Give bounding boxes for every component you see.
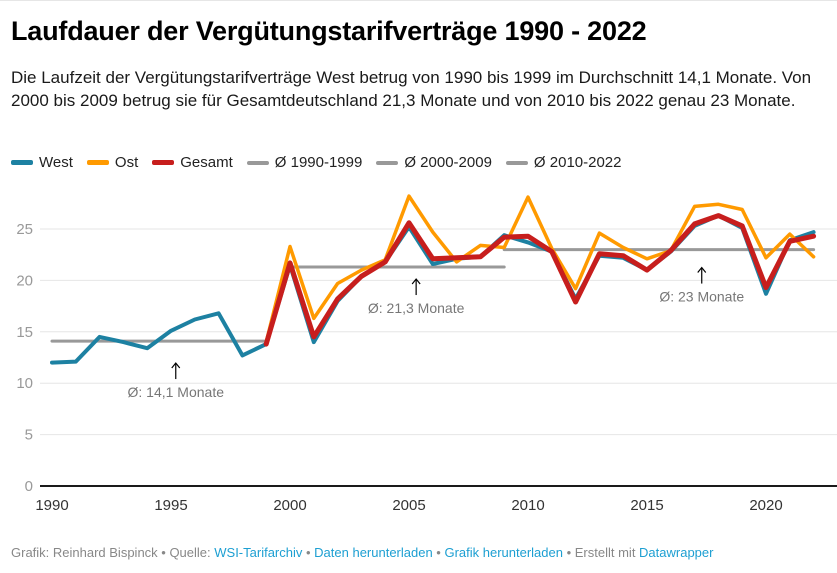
- annotation-arrowhead: [411, 278, 421, 285]
- legend-swatch-ost: [86, 160, 109, 165]
- y-tick-label: 5: [25, 427, 33, 444]
- y-tick-label: 25: [16, 221, 33, 238]
- legend-swatch-avg-2000-2009: [376, 160, 399, 165]
- y-tick-label: 15: [16, 324, 33, 341]
- download-chart-link[interactable]: Grafik herunterladen: [444, 545, 563, 560]
- x-tick-label: 2015: [630, 497, 663, 514]
- legend-swatch-west: [11, 160, 33, 165]
- footer-credit: Grafik: Reinhard Bispinck • Quelle:: [11, 545, 215, 560]
- x-tick-label: 2010: [511, 497, 544, 514]
- download-data-link[interactable]: Daten herunterladen: [314, 545, 433, 560]
- legend-label-west: West: [39, 154, 73, 171]
- legend-label-gesamt: Gesamt: [180, 154, 233, 171]
- x-tick-label: 2000: [273, 497, 306, 514]
- legend-item-gesamt: Gesamt: [152, 154, 233, 171]
- annotation-label: Ø: 23 Monate: [659, 289, 744, 305]
- footer-separator: •: [302, 545, 315, 560]
- legend-item-west: West: [11, 154, 73, 171]
- y-tick-label: 0: [25, 478, 33, 495]
- footer-made-with: • Erstellt mit: [562, 545, 640, 560]
- legend-item-avg-2010-2022: Ø 2010-2022: [505, 154, 622, 171]
- series-line-ost: [264, 194, 816, 344]
- annotation-arrowhead: [171, 362, 181, 369]
- legend-item-avg-1990-1999: Ø 1990-1999: [246, 154, 363, 171]
- legend-label-avg-2010-2022: Ø 2010-2022: [533, 154, 622, 171]
- legend-label-avg-2000-2009: Ø 2000-2009: [404, 154, 492, 171]
- chart-title: Laufdauer der Vergütungstarifverträge 19…: [11, 16, 647, 46]
- legend: West Ost Gesamt Ø 1990-1999 Ø 2000-2009 …: [11, 154, 636, 171]
- legend-label-avg-1990-1999: Ø 1990-1999: [274, 154, 363, 171]
- legend-swatch-avg-2010-2022: [505, 160, 528, 165]
- legend-swatch-gesamt: [152, 160, 175, 165]
- line-chart: Ø: 14,1 Monate Ø: 21,3 Monate Ø: 23 Monate…: [16, 194, 837, 514]
- footer-separator: •: [432, 545, 445, 560]
- series-line-gesamt: [263, 213, 817, 347]
- annotations: Ø: 14,1 Monate Ø: 21,3 Monate Ø: 23 Monate: [128, 266, 744, 400]
- x-tick-label: 1995: [154, 497, 187, 514]
- legend-item-avg-2000-2009: Ø 2000-2009: [376, 154, 492, 171]
- legend-item-ost: Ost: [86, 154, 139, 171]
- y-tick-label: 20: [16, 272, 33, 289]
- annotation-arrowhead: [697, 266, 707, 273]
- axes: 0 5 10 15 20 25 1990 1995 2000 2005 2010 2015 2020: [16, 221, 837, 514]
- annotation-label: Ø: 14,1 Monate: [128, 384, 225, 400]
- datawrapper-link[interactable]: Datawrapper: [639, 545, 714, 560]
- legend-swatch-avg-1990-1999: [246, 160, 269, 165]
- footer: Grafik: Reinhard Bispinck • Quelle: WSI-…: [11, 545, 713, 560]
- annotation-label: Ø: 21,3 Monate: [368, 300, 465, 316]
- series-lines: [50, 194, 817, 365]
- source-link[interactable]: WSI-Tarifarchiv: [214, 545, 303, 560]
- chart-subtitle: Die Laufzeit der Vergütungstarifverträge…: [11, 68, 812, 110]
- legend-label-ost: Ost: [114, 154, 139, 171]
- y-tick-label: 10: [16, 375, 33, 392]
- x-tick-label: 2020: [749, 497, 782, 514]
- x-tick-label: 2005: [392, 497, 425, 514]
- x-tick-label: 1990: [35, 497, 68, 514]
- top-border: [0, 0, 837, 1]
